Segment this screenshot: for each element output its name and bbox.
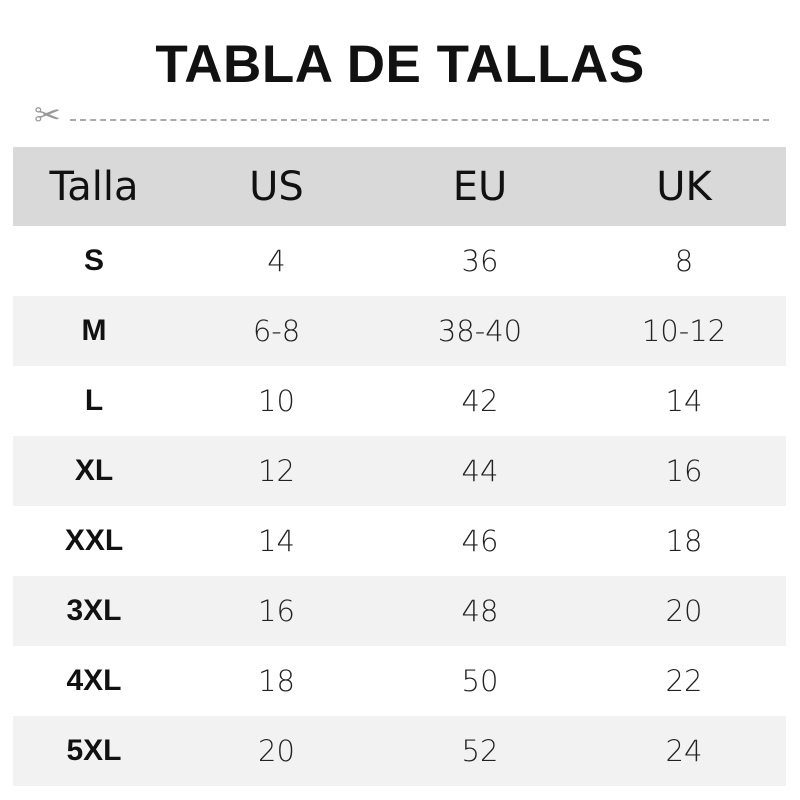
cell-us: 18 xyxy=(258,664,295,698)
cell-size: XXL xyxy=(64,524,124,557)
cell-eu: 52 xyxy=(378,716,582,786)
cell-eu: 50 xyxy=(461,664,499,698)
header-us: US xyxy=(175,147,378,226)
cut-line: ✂ xyxy=(34,99,769,134)
cell-eu: 36 xyxy=(461,244,499,278)
table-row: 3XL 16 48 20 xyxy=(13,576,786,646)
page-title: TABLA DE TALLAS xyxy=(155,35,645,94)
cell-uk: 24 xyxy=(582,716,786,786)
table-header-row: Talla US EU UK xyxy=(13,147,786,226)
cell-us: 14 xyxy=(258,524,295,558)
cell-us: 16 xyxy=(175,576,378,646)
cell-uk: 22 xyxy=(665,664,703,698)
cell-eu: 48 xyxy=(378,576,582,646)
cell-us: 20 xyxy=(175,716,378,786)
table-row: M 6-8 38-40 10-12 xyxy=(13,296,786,366)
header-eu: EU xyxy=(378,147,582,226)
table-row: S 4 36 8 xyxy=(13,226,786,296)
cell-size: 4XL xyxy=(66,664,122,697)
table-row: XXL 14 46 18 xyxy=(13,506,786,576)
cell-eu: 44 xyxy=(378,436,582,506)
cell-size: 3XL xyxy=(13,576,175,646)
cell-eu: 38-40 xyxy=(378,296,582,366)
cell-us: 10 xyxy=(258,384,295,418)
cell-uk: 18 xyxy=(665,524,703,558)
table-row: 4XL 18 50 22 xyxy=(13,646,786,716)
cell-size: XL xyxy=(13,436,175,506)
cell-size: 5XL xyxy=(13,716,175,786)
cell-us: 6-8 xyxy=(175,296,378,366)
table-row: XL 12 44 16 xyxy=(13,436,786,506)
cell-size: L xyxy=(84,384,104,417)
cell-us: 4 xyxy=(267,244,286,278)
cell-uk: 14 xyxy=(665,384,703,418)
header-uk: UK xyxy=(582,147,786,226)
cell-uk: 16 xyxy=(582,436,786,506)
cell-uk: 20 xyxy=(582,576,786,646)
cell-size: M xyxy=(13,296,175,366)
cell-us: 12 xyxy=(175,436,378,506)
cell-eu: 42 xyxy=(461,384,499,418)
scissors-icon: ✂ xyxy=(34,97,61,133)
size-table: Talla US EU UK S 4 36 8 M 6-8 38-40 10-12 L 10 42 1… xyxy=(13,147,786,786)
dashed-divider xyxy=(70,119,769,121)
cell-uk: 10-12 xyxy=(582,296,786,366)
header-talla: Talla xyxy=(13,147,175,226)
cell-eu: 46 xyxy=(461,524,499,558)
table-row: 5XL 20 52 24 xyxy=(13,716,786,786)
cell-size: S xyxy=(83,244,104,277)
table-row: L 10 42 14 xyxy=(13,366,786,436)
cell-uk: 8 xyxy=(674,244,694,278)
